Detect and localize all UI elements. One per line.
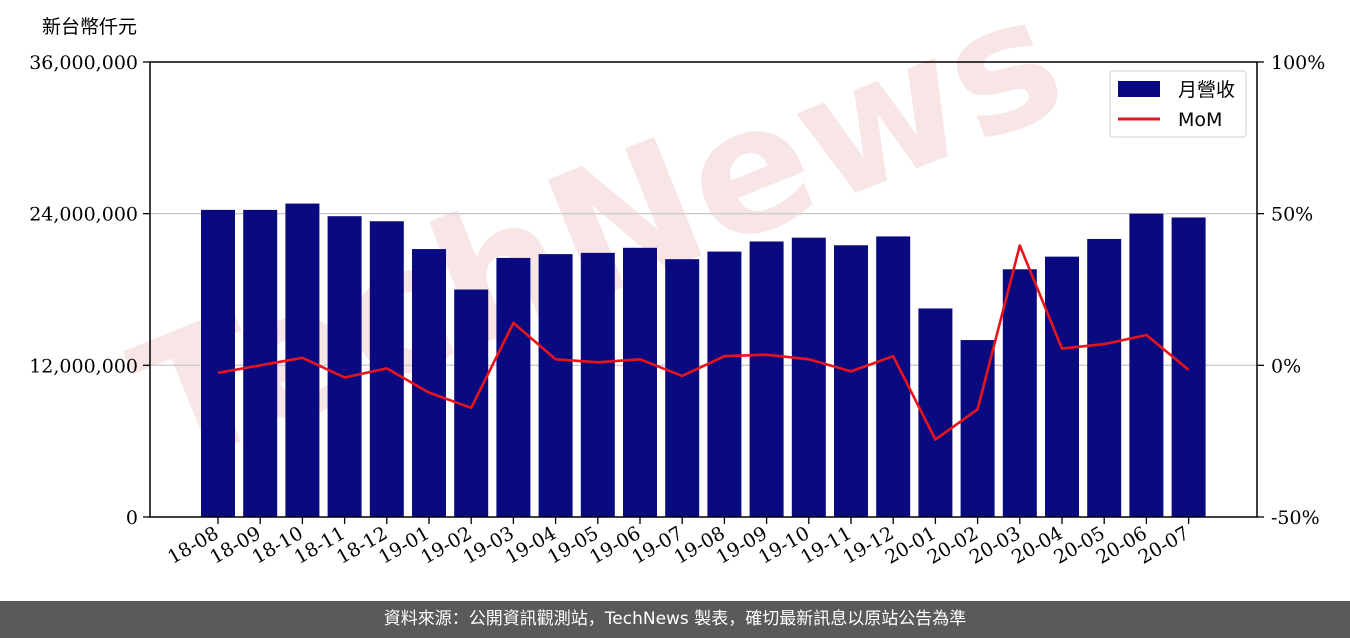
revenue-bar — [791, 237, 826, 518]
revenue-bar — [918, 308, 953, 517]
left-tick-label: 36,000,000 — [29, 52, 138, 74]
left-tick-label: 0 — [126, 507, 138, 529]
right-tick-label: 50% — [1271, 204, 1313, 226]
revenue-bar — [1087, 238, 1122, 517]
source-footer: 資料來源：公開資訊觀測站，TechNews 製表，確切最新訊息以原站公告為準 — [0, 601, 1350, 638]
revenue-bar — [623, 247, 657, 517]
y-unit-label: 新台幣仟元 — [42, 16, 137, 38]
right-tick-label: 100% — [1271, 52, 1325, 74]
legend-bar-swatch — [1118, 81, 1160, 97]
revenue-bar — [707, 251, 742, 518]
revenue-bar — [834, 245, 868, 517]
revenue-bar — [665, 259, 700, 517]
legend: 月營收 MoM — [1109, 70, 1247, 138]
revenue-bar — [1129, 213, 1164, 517]
revenue-bar — [876, 236, 911, 517]
revenue-bar — [496, 257, 531, 517]
plot-frame — [149, 61, 1258, 518]
left-axis: 0 12,000,000 24,000,000 36,000,000 — [29, 52, 150, 529]
legend-label-mom: MoM — [1178, 109, 1222, 131]
left-tick-label: 12,000,000 — [29, 355, 138, 377]
mom-line — [217, 244, 1190, 441]
right-axis: -50% 0% 50% 100% — [1257, 52, 1325, 529]
revenue-bar — [201, 209, 235, 517]
bars — [201, 203, 1206, 518]
x-axis: 18-0818-0918-1018-1118-1219-0119-0219-03… — [164, 517, 1193, 569]
revenue-bar — [327, 216, 362, 517]
chart: TechNews 012,000,00024,000,00036,000,000… — [29, 0, 1325, 569]
right-tick-label: 0% — [1271, 355, 1301, 377]
revenue-bar — [1002, 269, 1037, 517]
revenue-bar — [749, 241, 784, 517]
revenue-bar — [538, 254, 573, 517]
mom-line-layer — [217, 244, 1190, 441]
right-tick-label: -50% — [1271, 507, 1320, 529]
revenue-bar — [1045, 256, 1079, 517]
revenue-bar — [412, 249, 446, 518]
legend-label-revenue: 月營收 — [1178, 79, 1235, 101]
revenue-bar — [1171, 217, 1206, 518]
revenue-bar — [580, 252, 615, 517]
left-tick-label: 24,000,000 — [29, 204, 138, 226]
